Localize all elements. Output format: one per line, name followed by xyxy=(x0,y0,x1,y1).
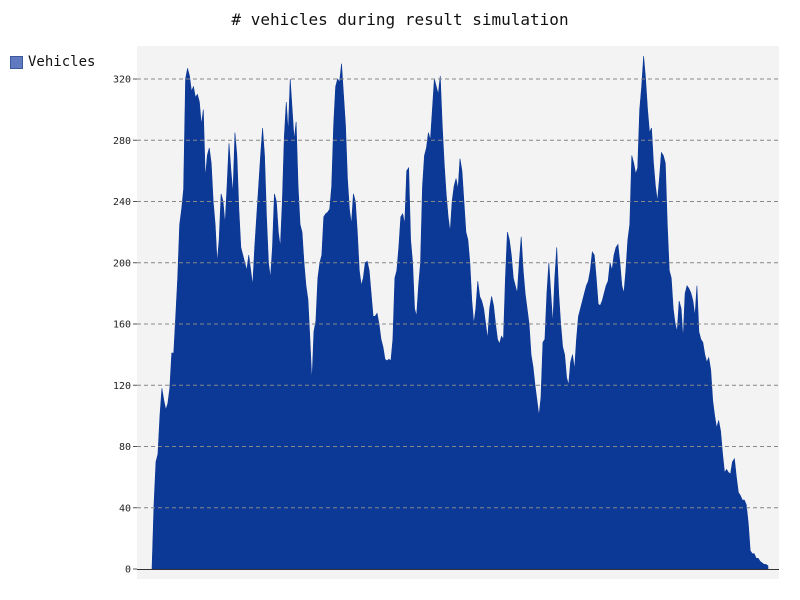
y-tick-label-240: 240 xyxy=(113,197,131,208)
legend[interactable]: Vehicles xyxy=(10,54,95,70)
y-tick-label-40: 40 xyxy=(119,503,131,514)
legend-swatch-icon xyxy=(10,55,23,69)
y-tick-label-0: 0 xyxy=(125,565,131,576)
y-tick-label-320: 320 xyxy=(113,75,131,86)
y-tick-label-280: 280 xyxy=(113,136,131,147)
y-tick-label-200: 200 xyxy=(113,258,131,269)
series-vehicles-area xyxy=(151,56,769,570)
legend-label: Vehicles xyxy=(28,54,96,70)
chart-title: # vehicles during result simulation xyxy=(231,10,569,29)
y-tick-label-80: 80 xyxy=(119,442,131,453)
y-tick-label-120: 120 xyxy=(113,381,131,392)
y-tick-label-160: 160 xyxy=(113,320,131,331)
